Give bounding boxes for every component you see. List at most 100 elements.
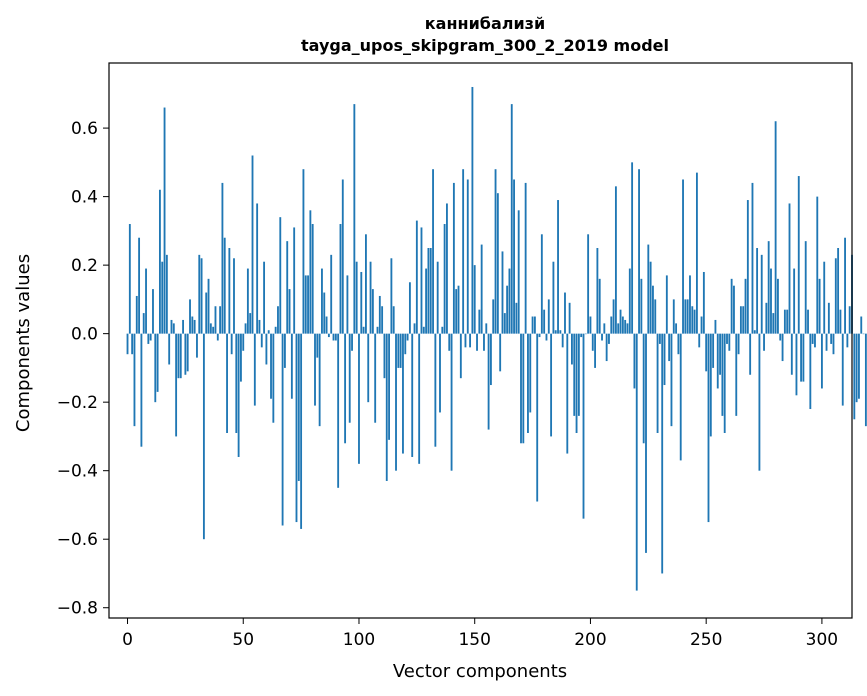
bar-249 xyxy=(702,271,705,334)
bar-178 xyxy=(538,333,541,338)
bar-306 xyxy=(834,258,837,334)
bar-318 xyxy=(862,333,865,335)
bar-42 xyxy=(223,237,226,334)
bar-272 xyxy=(756,248,759,334)
bar-294 xyxy=(807,309,809,334)
bar-215 xyxy=(624,319,627,334)
bar-301 xyxy=(823,261,826,334)
bar-4 xyxy=(135,295,138,334)
bar-157 xyxy=(489,333,492,386)
bar-103 xyxy=(364,234,367,334)
bar-99 xyxy=(355,261,358,334)
bar-274 xyxy=(760,254,763,334)
bar-77 xyxy=(304,275,307,334)
bar-182 xyxy=(547,299,550,334)
bar-192 xyxy=(571,333,573,365)
bar-61 xyxy=(267,330,270,334)
bar-94 xyxy=(344,333,347,444)
bar-97 xyxy=(351,333,353,351)
bar-160 xyxy=(496,193,499,334)
bar-121 xyxy=(406,333,409,341)
bar-162 xyxy=(501,251,504,334)
bar-183 xyxy=(550,333,553,437)
bar-27 xyxy=(189,299,191,334)
bar-161 xyxy=(499,333,502,372)
bar-70 xyxy=(288,289,291,334)
bar-151 xyxy=(476,333,478,351)
bar-75 xyxy=(300,333,303,529)
bar-115 xyxy=(392,306,395,334)
bar-256 xyxy=(719,333,721,375)
bar-28 xyxy=(191,316,194,334)
bar-17 xyxy=(165,254,168,334)
bar-2 xyxy=(131,333,134,355)
bar-163 xyxy=(503,313,506,334)
bar-252 xyxy=(709,333,712,437)
bar-118 xyxy=(399,333,402,368)
bar-170 xyxy=(520,333,522,444)
bar-175 xyxy=(531,316,534,334)
bar-271 xyxy=(753,330,756,334)
bar-68 xyxy=(283,333,286,368)
bar-98 xyxy=(353,104,356,334)
bar-239 xyxy=(679,333,682,461)
bar-267 xyxy=(744,278,747,334)
bar-204 xyxy=(598,278,601,334)
x-tick-label-200: 200 xyxy=(574,630,606,650)
bar-263 xyxy=(735,333,738,416)
bar-71 xyxy=(290,333,293,399)
bar-214 xyxy=(621,316,624,334)
bar-63 xyxy=(272,333,275,423)
bar-18 xyxy=(168,333,171,365)
bar-235 xyxy=(670,333,673,427)
y-tick-label-2: −0.4 xyxy=(57,462,98,482)
bar-10 xyxy=(149,333,152,341)
bar-300 xyxy=(820,333,823,389)
bar-262 xyxy=(733,285,735,334)
bar-23 xyxy=(179,333,182,379)
bar-258 xyxy=(723,333,726,433)
bar-248 xyxy=(700,316,703,334)
bar-195 xyxy=(577,333,580,416)
bar-179 xyxy=(540,234,543,334)
bar-64 xyxy=(274,326,277,334)
bar-52 xyxy=(246,268,249,334)
bar-266 xyxy=(742,306,745,334)
x-tick-label-300: 300 xyxy=(806,630,838,650)
bar-86 xyxy=(325,316,328,334)
x-axis-label: Vector components xyxy=(393,661,567,682)
bar-22 xyxy=(177,333,180,379)
bar-9 xyxy=(147,333,150,344)
bar-107 xyxy=(374,333,377,423)
bar-298 xyxy=(816,196,819,334)
bar-122 xyxy=(408,282,411,334)
bar-117 xyxy=(397,333,400,368)
bar-185 xyxy=(554,330,557,334)
bar-154 xyxy=(483,333,485,351)
bar-119 xyxy=(402,333,404,454)
bar-20 xyxy=(172,323,175,334)
bar-310 xyxy=(844,237,846,334)
bars-group xyxy=(126,86,867,591)
bar-132 xyxy=(432,169,434,334)
bar-222 xyxy=(640,278,643,334)
bar-146 xyxy=(464,333,467,348)
bar-12 xyxy=(154,333,157,403)
bar-201 xyxy=(591,333,594,351)
bar-223 xyxy=(642,333,645,444)
bar-149 xyxy=(471,86,474,334)
bar-208 xyxy=(608,333,610,344)
bar-317 xyxy=(860,316,863,334)
bar-164 xyxy=(506,285,509,334)
bar-260 xyxy=(728,333,731,351)
bar-143 xyxy=(457,285,460,334)
bar-139 xyxy=(448,333,451,351)
bar-237 xyxy=(675,323,678,334)
bar-296 xyxy=(811,333,814,344)
bar-112 xyxy=(385,333,388,481)
bar-232 xyxy=(663,333,666,386)
bar-6 xyxy=(140,333,143,447)
bar-114 xyxy=(390,258,393,334)
bar-250 xyxy=(705,333,708,372)
bar-3 xyxy=(133,333,136,427)
